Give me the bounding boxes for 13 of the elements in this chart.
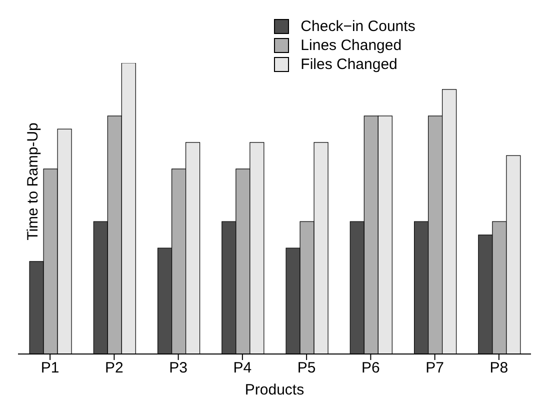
legend-label: Check−in Counts bbox=[300, 18, 416, 35]
x-tick-label: P3 bbox=[169, 360, 188, 377]
x-tick-label: P4 bbox=[233, 360, 252, 377]
x-tick-label: P2 bbox=[105, 360, 124, 377]
x-tick-label: P7 bbox=[426, 360, 444, 377]
x-tick-label: P6 bbox=[362, 360, 380, 377]
legend-label: Files Changed bbox=[300, 56, 398, 73]
x-tick-label: P1 bbox=[40, 360, 60, 377]
y-axis-title: Time to Ramp-Up bbox=[24, 122, 42, 240]
x-tick-label: P5 bbox=[297, 360, 316, 377]
legend-label: Lines Changed bbox=[300, 37, 403, 54]
x-tick-label: P8 bbox=[490, 360, 508, 377]
x-axis-title: Products bbox=[244, 382, 304, 399]
